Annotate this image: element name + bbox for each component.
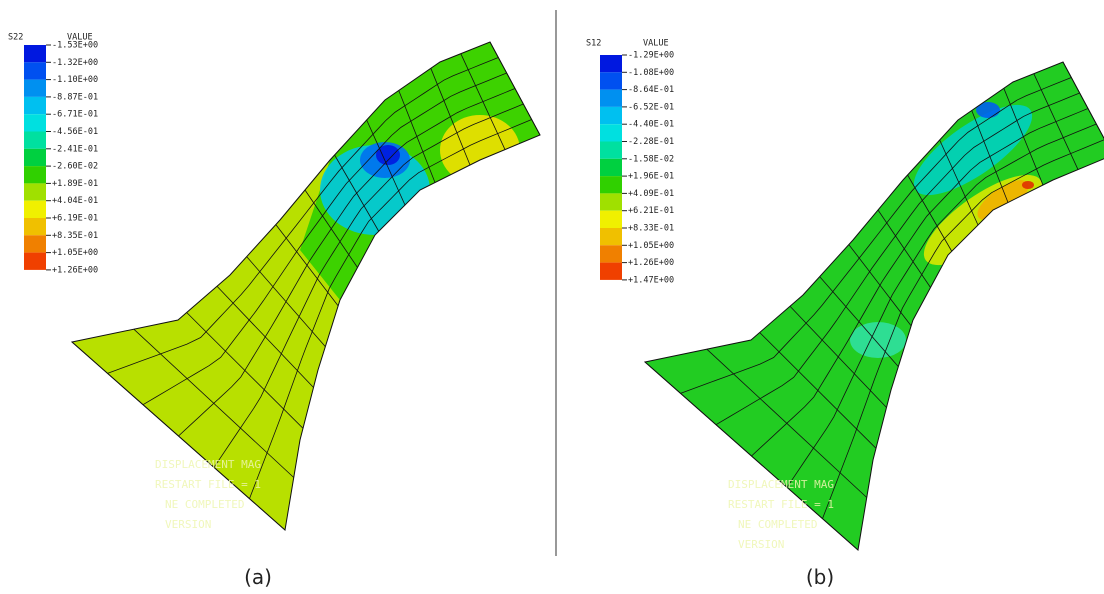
legend-swatch — [600, 210, 622, 228]
legend-label: +1.26E+00 — [52, 265, 98, 275]
mesh: DISPLACEMENT MAG RESTART FILE = 1 NE COMPL… — [70, 41, 541, 531]
legend-header: VALUE — [67, 33, 93, 43]
legend-swatch — [600, 106, 622, 125]
legend-swatch — [24, 45, 46, 63]
contour-patch — [977, 180, 1029, 220]
legend-label: -1.29E+00 — [628, 51, 674, 61]
legend-label: +4.09E-01 — [628, 189, 674, 199]
legend-label: -2.41E-01 — [52, 144, 98, 154]
mesh-line — [249, 119, 532, 499]
outline — [70, 41, 541, 531]
legend-label: -1.08E+00 — [628, 68, 674, 78]
mesh-line — [107, 57, 499, 374]
legend-label: -1.10E+00 — [52, 75, 98, 85]
caption: (a) — [244, 565, 272, 589]
legend-swatch — [24, 114, 46, 132]
mesh-line — [142, 72, 507, 406]
legend-label: +6.21E-01 — [628, 206, 674, 216]
legend-label: +8.33E-01 — [628, 224, 674, 234]
legend-swatch — [24, 166, 46, 184]
body — [645, 62, 1104, 550]
legend-label: +1.26E+00 — [628, 258, 674, 268]
legend-label: -6.52E-01 — [628, 102, 674, 112]
legend-label: -2.28E-01 — [628, 137, 674, 147]
legend-label: -1.53E+00 — [52, 41, 98, 51]
legend-label: +1.47E+00 — [628, 275, 674, 285]
overlay-text: VERSION — [165, 518, 211, 531]
legend-label: -6.71E-01 — [52, 110, 98, 120]
legend-label: +1.05E+00 — [52, 248, 98, 258]
legend-label: -4.56E-01 — [52, 127, 98, 137]
contour-patch — [1022, 181, 1034, 189]
mesh-line — [680, 77, 1072, 394]
legend-swatch — [24, 218, 46, 236]
contour-patch — [376, 145, 400, 165]
legend-swatch — [24, 183, 46, 201]
legend-swatch — [24, 235, 46, 253]
mesh-line — [822, 139, 1104, 519]
mesh-line — [213, 103, 524, 468]
contour-patch — [976, 102, 1000, 118]
overlay-text: DISPLACEMENT MAG — [155, 458, 261, 471]
mesh-line — [751, 108, 1089, 457]
legend-label: -2.60E-02 — [52, 162, 98, 172]
outline — [643, 61, 1104, 551]
legend-swatch — [600, 141, 622, 159]
contours — [300, 42, 540, 300]
contour-patch — [913, 104, 1033, 196]
legend-label: +1.96E-01 — [628, 172, 674, 182]
legend-label: +1.89E-01 — [52, 179, 98, 189]
legend-swatch — [600, 124, 622, 142]
legend-header: VALUE — [643, 39, 669, 49]
legend-swatch — [24, 62, 46, 80]
mesh-line — [786, 123, 1097, 488]
legend-swatch — [600, 176, 622, 194]
legend-label: +6.19E-01 — [52, 214, 98, 224]
legend-label: -1.32E+00 — [52, 58, 98, 68]
legend-swatch — [600, 262, 622, 280]
legend-variable: S12 — [586, 39, 601, 49]
legend-swatch — [600, 55, 622, 73]
caption: (b) — [806, 565, 834, 589]
contour-patch — [850, 322, 906, 358]
overlay-text: RESTART FILE = 1 — [728, 498, 834, 511]
overlay-text: RESTART FILE = 1 — [155, 478, 261, 491]
legend-label: -8.64E-01 — [628, 85, 674, 95]
overlay-text: DISPLACEMENT MAG — [728, 478, 834, 491]
overlay-text: NE COMPLETED — [738, 518, 817, 531]
contour-patch — [459, 187, 471, 197]
panel: DISPLACEMENT MAG RESTART FILE = 1 NE COMPL… — [586, 39, 1104, 589]
mesh: DISPLACEMENT MAG RESTART FILE = 1 NE COMPL… — [643, 61, 1104, 551]
legend-swatch — [600, 245, 622, 263]
legend-label: -4.40E-01 — [628, 120, 674, 130]
mesh-line — [715, 92, 1080, 426]
panel: DISPLACEMENT MAG RESTART FILE = 1 NE COMPL… — [8, 33, 541, 589]
legend-label: +1.05E+00 — [628, 241, 674, 251]
legend-swatch — [24, 200, 46, 218]
overlay-text: NE COMPLETED — [165, 498, 244, 511]
legend-label: -1.58E-02 — [628, 154, 674, 164]
legend-swatch — [24, 79, 46, 97]
legend-swatch — [24, 148, 46, 167]
legend-swatch — [600, 158, 622, 177]
legend-swatch — [600, 228, 622, 246]
overlay-text: VERSION — [738, 538, 784, 551]
legend-swatch — [600, 89, 622, 107]
legend-swatch — [600, 193, 622, 211]
legend-swatch — [600, 72, 622, 90]
legend-swatch — [24, 252, 46, 270]
legend-variable: S22 — [8, 33, 23, 43]
legend-swatch — [24, 96, 46, 115]
legend-label: +4.04E-01 — [52, 196, 98, 206]
legend-swatch — [24, 131, 46, 149]
legend-label: -8.87E-01 — [52, 92, 98, 102]
mesh-line — [178, 88, 516, 437]
legend-label: +8.35E-01 — [52, 231, 98, 241]
